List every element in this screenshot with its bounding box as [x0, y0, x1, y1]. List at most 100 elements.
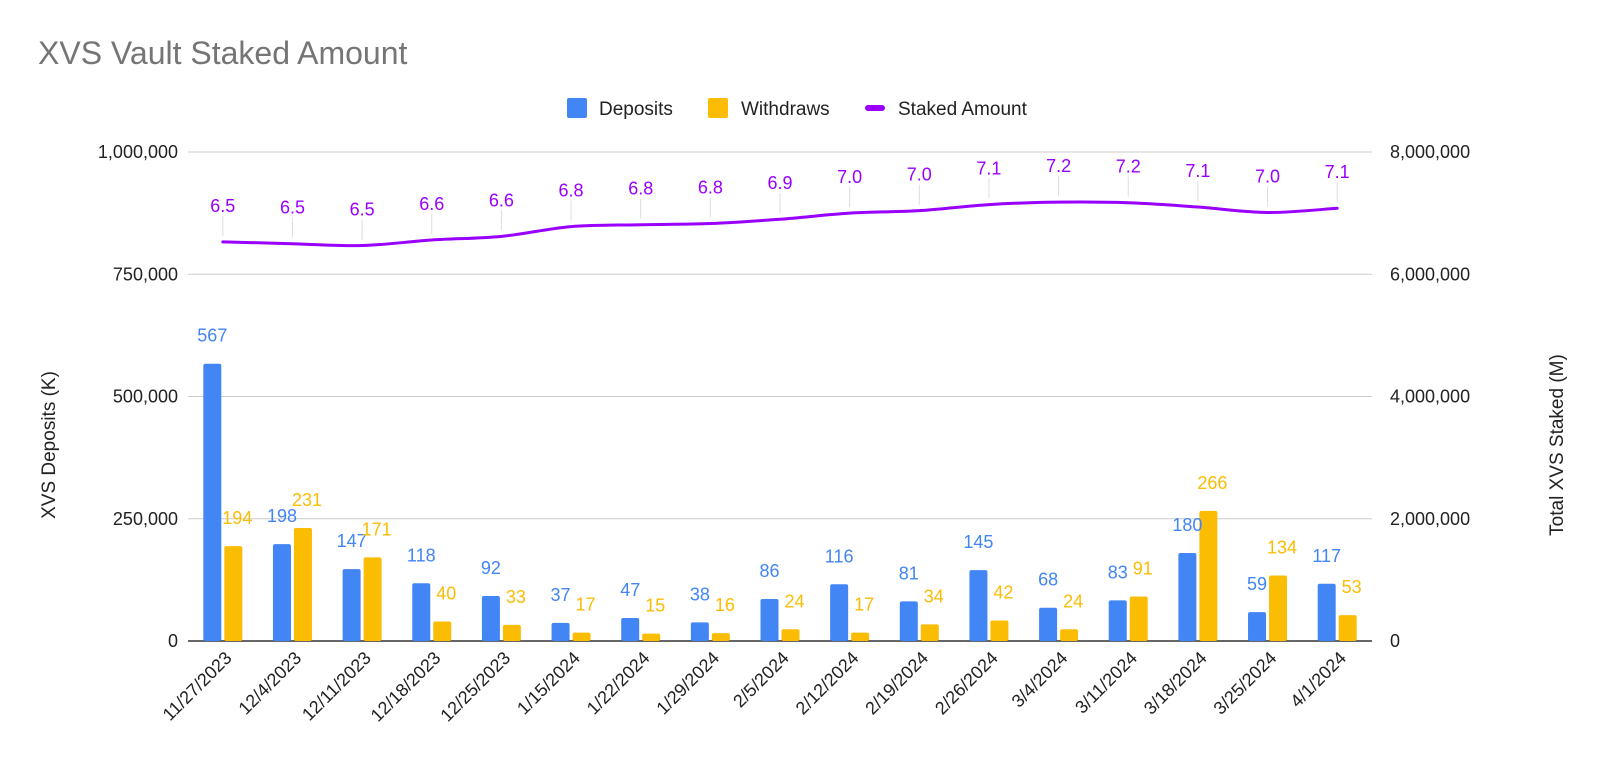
- x-tick-label: 12/18/2023: [367, 648, 445, 726]
- withdraw-data-label: 40: [436, 583, 456, 603]
- left-tick-label: 250,000: [113, 509, 178, 529]
- withdraw-bar: [502, 624, 521, 641]
- right-tick-label: 8,000,000: [1390, 142, 1470, 162]
- staked-data-label: 7.1: [976, 159, 1001, 179]
- staked-data-label: 6.5: [350, 200, 375, 220]
- withdraw-bar: [1269, 575, 1288, 641]
- deposit-data-label: 117: [1312, 546, 1341, 566]
- left-tick-label: 750,000: [113, 264, 178, 284]
- deposit-bar: [1248, 612, 1267, 641]
- deposit-bar: [621, 618, 640, 641]
- deposit-bar: [203, 363, 222, 641]
- withdraw-bar: [1129, 596, 1148, 641]
- deposit-data-label: 180: [1172, 515, 1202, 535]
- right-tick-label: 4,000,000: [1390, 387, 1470, 407]
- gridlines: [188, 151, 1372, 642]
- deposit-bar: [1178, 552, 1197, 641]
- legend: Deposits Withdraws Staked Amount: [567, 98, 1028, 120]
- right-axis-title: Total XVS Staked (M): [1547, 354, 1568, 536]
- x-tick-label: 2/19/2024: [861, 648, 932, 719]
- withdraw-data-label: 53: [1342, 577, 1362, 597]
- withdraw-bar: [1338, 615, 1357, 641]
- x-tick-label: 4/1/2024: [1286, 648, 1350, 712]
- right-tick-label: 2,000,000: [1390, 509, 1470, 529]
- withdraw-bar: [990, 620, 1009, 641]
- legend-swatch-withdraws: [708, 98, 728, 118]
- withdraw-data-label: 34: [924, 586, 944, 606]
- x-axis-ticks: 11/27/202312/4/202312/11/202312/18/20231…: [159, 648, 1350, 726]
- withdraw-bar: [293, 528, 312, 641]
- x-tick-label: 1/29/2024: [652, 648, 723, 719]
- deposit-data-label: 47: [620, 580, 640, 600]
- withdraw-bar: [711, 633, 730, 641]
- withdraw-data-label: 91: [1133, 559, 1153, 579]
- withdraw-data-label: 17: [576, 595, 596, 615]
- x-tick-label: 11/27/2023: [159, 648, 236, 725]
- x-tick-label: 3/4/2024: [1008, 648, 1072, 712]
- staked-data-label: 7.2: [1116, 157, 1141, 177]
- legend-label-withdraws: Withdraws: [741, 99, 830, 120]
- deposit-data-label: 38: [690, 584, 710, 604]
- withdraw-bar: [224, 546, 243, 641]
- x-tick-label: 12/11/2023: [298, 648, 375, 725]
- staked-data-label: 7.0: [837, 167, 862, 187]
- legend-label-staked-amount: Staked Amount: [898, 99, 1028, 120]
- withdraw-bar: [1060, 629, 1079, 641]
- deposit-bar: [830, 584, 849, 641]
- left-tick-label: 500,000: [113, 387, 178, 407]
- legend-label-deposits: Deposits: [599, 99, 673, 120]
- x-tick-label: 12/25/2023: [436, 648, 514, 726]
- deposit-bar: [899, 601, 918, 641]
- staked-data-label: 6.6: [489, 190, 514, 210]
- staked-data-label: 7.0: [907, 165, 932, 185]
- x-tick-label: 12/4/2023: [235, 648, 306, 719]
- bars: [203, 363, 1357, 641]
- x-tick-label: 2/12/2024: [792, 648, 863, 719]
- staked-data-label: 6.5: [280, 198, 305, 218]
- withdraw-bar: [642, 633, 661, 641]
- deposit-data-label: 145: [963, 532, 993, 552]
- withdraw-bar: [572, 632, 591, 641]
- withdraw-data-label: 24: [784, 591, 804, 611]
- deposit-data-label: 81: [899, 563, 919, 583]
- staked-data-label: 7.2: [1046, 156, 1071, 176]
- withdraw-data-label: 17: [854, 595, 874, 615]
- deposit-data-label: 92: [481, 558, 501, 578]
- withdraw-data-label: 194: [222, 508, 252, 528]
- staked-amount-path: [221, 200, 1339, 248]
- right-tick-label: 6,000,000: [1390, 264, 1470, 284]
- deposit-bar: [760, 598, 779, 641]
- withdraw-data-label: 134: [1267, 537, 1297, 557]
- x-tick-label: 1/22/2024: [583, 648, 654, 719]
- staked-data-label: 6.6: [419, 194, 444, 214]
- deposit-bar: [1317, 583, 1336, 641]
- staked-data-label: 6.8: [559, 181, 584, 201]
- deposit-data-label: 147: [337, 531, 367, 551]
- left-tick-label: 1,000,000: [98, 142, 178, 162]
- x-tick-label: 1/15/2024: [513, 648, 584, 719]
- staked-data-label: 6.8: [698, 178, 723, 198]
- right-tick-label: 0: [1390, 631, 1400, 651]
- staked-data-label: 6.9: [767, 173, 792, 193]
- deposit-bar: [412, 583, 431, 641]
- withdraw-bar: [920, 624, 939, 641]
- deposit-data-label: 198: [267, 506, 297, 526]
- deposit-data-label: 567: [197, 326, 227, 346]
- deposit-bar: [342, 569, 361, 641]
- legend-swatch-deposits: [567, 98, 587, 118]
- withdraw-data-label: 171: [362, 519, 392, 539]
- staked-data-label: 6.8: [628, 179, 653, 199]
- right-axis-ticks: 0 2,000,000 4,000,000 6,000,000 8,000,000: [1390, 142, 1470, 651]
- withdraw-data-label: 24: [1063, 591, 1083, 611]
- deposit-bar: [551, 622, 570, 641]
- withdraw-data-label: 42: [993, 582, 1013, 602]
- withdraw-data-label: 15: [645, 596, 665, 616]
- withdraw-data-label: 16: [715, 595, 735, 615]
- x-tick-label: 2/26/2024: [931, 648, 1002, 719]
- x-tick-label: 3/11/2024: [1071, 648, 1141, 718]
- staked-data-label: 7.0: [1255, 167, 1280, 187]
- withdraw-bar: [433, 621, 452, 641]
- deposit-data-label: 118: [407, 545, 436, 565]
- withdraw-bar: [363, 557, 382, 641]
